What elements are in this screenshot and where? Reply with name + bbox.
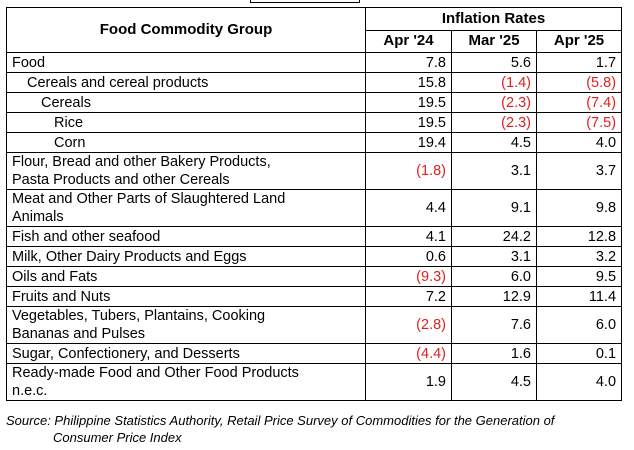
row-label-line: Bananas and Pulses (12, 326, 146, 342)
row-label: Meat and Other Parts of Slaughtered Land… (6, 189, 366, 227)
cell-value-negative: (2.3) (451, 92, 537, 113)
cell-value: 7.6 (451, 306, 537, 344)
row-label: Fruits and Nuts (6, 286, 366, 307)
cell-value: 19.5 (365, 92, 452, 113)
cell-value: 4.0 (535, 363, 623, 401)
row-label: Rice (6, 112, 366, 133)
cell-value: 4.4 (365, 189, 452, 227)
inflation-rates-table: Food Commodity Group Inflation Rates Apr… (6, 7, 623, 401)
row-label: Food (6, 52, 366, 73)
cell-value: 9.8 (535, 189, 623, 227)
table-row: Food 7.8 5.6 1.7 (6, 52, 623, 73)
cell-value-negative: (2.8) (365, 306, 452, 344)
cell-value-negative: (5.8) (535, 72, 623, 93)
cell-value-negative: (1.8) (365, 152, 452, 190)
table-row: Rice 19.5 (2.3) (7.5) (6, 112, 623, 133)
source-note-line: Source: Philippine Statistics Authority,… (6, 413, 555, 428)
cell-value-negative: (7.5) (535, 112, 623, 133)
table-row: Flour, Bread and other Bakery Products, … (6, 152, 623, 190)
cell-value: 24.2 (451, 226, 537, 247)
table-row: Meat and Other Parts of Slaughtered Land… (6, 189, 623, 227)
row-label-line: Ready-made Food and Other Food Products (12, 365, 299, 381)
cell-value: 6.0 (535, 306, 623, 344)
table-row: Vegetables, Tubers, Plantains, Cooking B… (6, 306, 623, 344)
row-label: Milk, Other Dairy Products and Eggs (6, 246, 366, 267)
cell-value-negative: (7.4) (535, 92, 623, 113)
cell-value: 4.5 (451, 363, 537, 401)
cell-value: 0.6 (365, 246, 452, 267)
cell-value: 1.7 (535, 52, 623, 73)
header-food-commodity-group: Food Commodity Group (6, 7, 366, 53)
cell-value: 3.2 (535, 246, 623, 267)
row-label-line: Animals (12, 209, 64, 225)
row-label: Corn (6, 132, 366, 153)
row-label-line: Flour, Bread and other Bakery Products, (12, 154, 271, 170)
table-row: Cereals 19.5 (2.3) (7.4) (6, 92, 623, 113)
table-row: Corn 19.4 4.5 4.0 (6, 132, 623, 153)
row-label: Flour, Bread and other Bakery Products, … (6, 152, 366, 190)
row-label-line: Meat and Other Parts of Slaughtered Land (12, 191, 286, 207)
cell-value: 7.2 (365, 286, 452, 307)
table-row: Milk, Other Dairy Products and Eggs 0.6 … (6, 246, 623, 267)
cell-value: 19.4 (365, 132, 452, 153)
table-row: Ready-made Food and Other Food Products … (6, 363, 623, 401)
table-row: Oils and Fats (9.3) 6.0 9.5 (6, 266, 623, 287)
row-label: Oils and Fats (6, 266, 366, 287)
row-label-line: Pasta Products and other Cereals (12, 172, 230, 188)
cell-value: 3.1 (451, 246, 537, 267)
cell-value: 15.8 (365, 72, 452, 93)
cell-value: 4.1 (365, 226, 452, 247)
cell-value: 3.1 (451, 152, 537, 190)
table-row: Fish and other seafood 4.1 24.2 12.8 (6, 226, 623, 247)
header-period-apr-24: Apr '24 (365, 29, 452, 53)
cell-value: 1.9 (365, 363, 452, 401)
source-note: Source: Philippine Statistics Authority,… (6, 412, 606, 446)
header-inflation-rates: Inflation Rates (364, 7, 623, 31)
cell-value: 19.5 (365, 112, 452, 133)
cell-value: 4.5 (451, 132, 537, 153)
cell-value: 1.6 (451, 343, 537, 364)
header-period-apr-25: Apr '25 (535, 29, 623, 53)
table-row: Sugar, Confectionery, and Desserts (4.4)… (6, 343, 623, 364)
header-period-mar-25: Mar '25 (451, 29, 537, 53)
source-note-line: Consumer Price Index (53, 430, 182, 445)
row-label-line: n.e.c. (12, 383, 48, 399)
cell-value: 5.6 (451, 52, 537, 73)
table-row: Cereals and cereal products 15.8 (1.4) (… (6, 72, 623, 93)
cell-value: 6.0 (451, 266, 537, 287)
cell-value: 12.9 (451, 286, 537, 307)
table-row: Fruits and Nuts 7.2 12.9 11.4 (6, 286, 623, 307)
cell-value: 4.0 (535, 132, 623, 153)
cell-value-negative: (2.3) (451, 112, 537, 133)
cell-value: 9.5 (535, 266, 623, 287)
row-label: Sugar, Confectionery, and Desserts (6, 343, 366, 364)
row-label: Fish and other seafood (6, 226, 366, 247)
cell-value: 12.8 (535, 226, 623, 247)
cell-value: 9.1 (451, 189, 537, 227)
row-label: Cereals (6, 92, 366, 113)
row-label: Cereals and cereal products (6, 72, 366, 93)
cell-value: 7.8 (365, 52, 452, 73)
row-label-line: Vegetables, Tubers, Plantains, Cooking (12, 308, 266, 324)
previous-header-fragment (250, 0, 360, 3)
cell-value-negative: (9.3) (365, 266, 452, 287)
row-label: Vegetables, Tubers, Plantains, Cooking B… (6, 306, 366, 344)
cell-value: 11.4 (535, 286, 623, 307)
cell-value-negative: (1.4) (451, 72, 537, 93)
cell-value: 0.1 (535, 343, 623, 364)
cell-value: 3.7 (535, 152, 623, 190)
row-label: Ready-made Food and Other Food Products … (6, 363, 366, 401)
cell-value-negative: (4.4) (365, 343, 452, 364)
